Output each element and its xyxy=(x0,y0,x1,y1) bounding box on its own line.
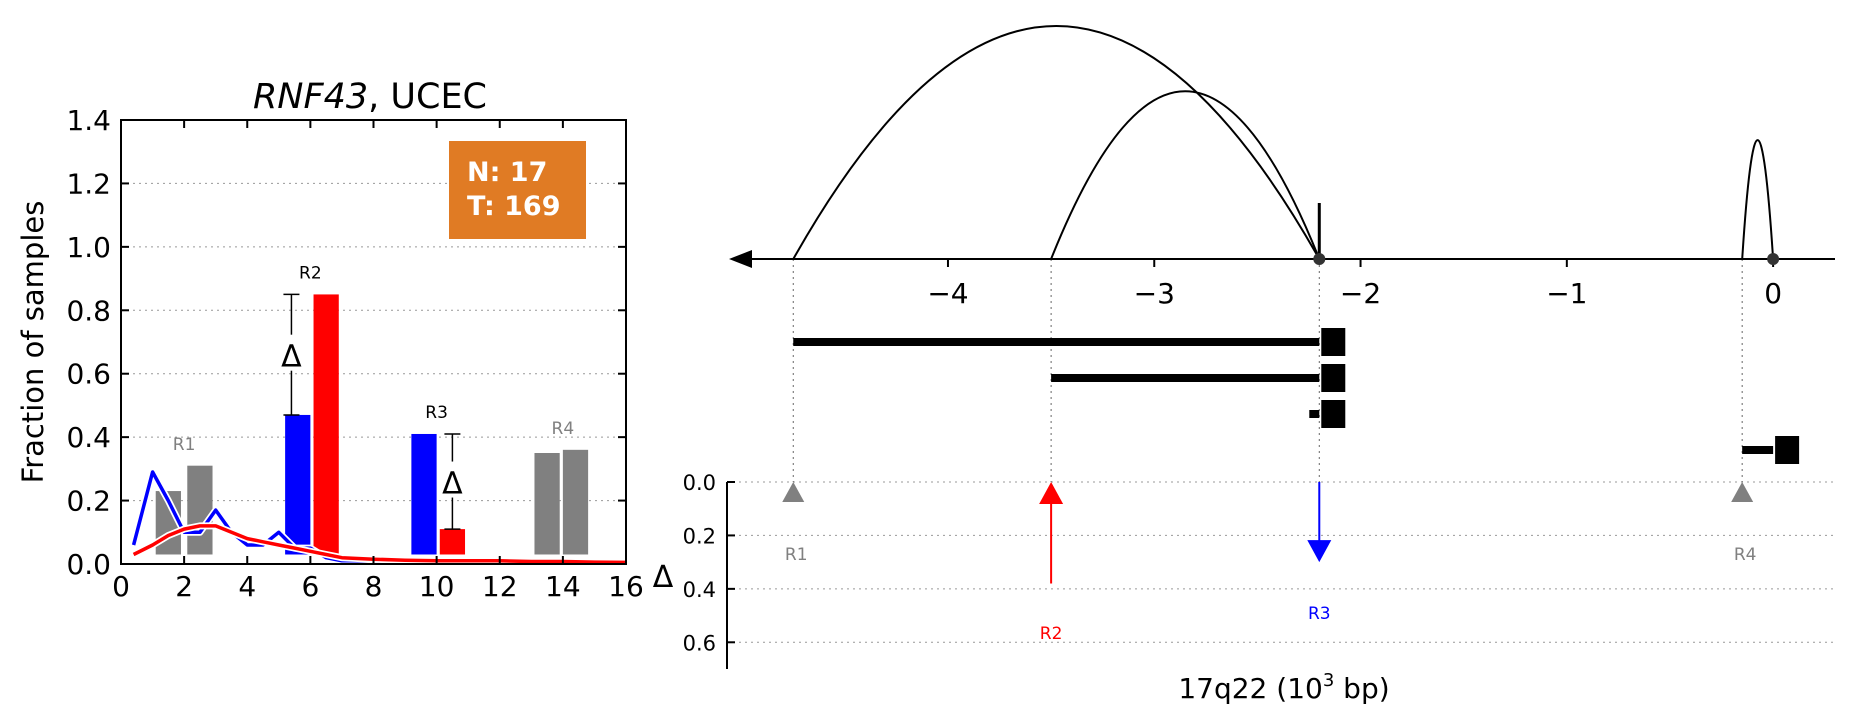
segment-end-block xyxy=(1321,328,1346,356)
left-delta-errorbars: ΔΔ xyxy=(281,293,463,530)
left-chart-title: RNF43, UCEC xyxy=(253,77,487,117)
right-region-markers: R1 R2 R3 R4 xyxy=(782,482,1756,644)
right-segments xyxy=(793,328,1800,464)
left-bars xyxy=(155,294,589,555)
segment-end-block xyxy=(1321,400,1346,428)
delta-symbol: Δ xyxy=(442,467,463,502)
sample-count-badge: N: 17 T: 169 xyxy=(449,141,586,239)
region-marker-r1 xyxy=(782,482,805,502)
right-genomic-chart: −4 −3 −2 −1 0 0.0 0.2 0.4 0.6 Δ R1 R2 R3 R4 17q22 … xyxy=(653,25,1835,705)
left-density-lines xyxy=(130,468,627,566)
right-delta-ticks: 0.0 0.2 0.4 0.6 xyxy=(683,471,735,655)
genomic-tick-label: −4 xyxy=(927,277,968,310)
right-delta-axis-label: Δ xyxy=(653,560,674,595)
region-arrowhead-r3 xyxy=(1307,540,1332,563)
x-tick-label: 8 xyxy=(365,570,383,603)
region-label-r1: R1 xyxy=(785,545,808,565)
badge-box xyxy=(449,141,586,239)
region-label-r4: R4 xyxy=(552,419,575,439)
x-tick-label: 0 xyxy=(112,570,130,603)
region-marker-r4 xyxy=(1731,482,1754,502)
bar-r2-blue xyxy=(285,414,311,555)
x-tick-label: 16 xyxy=(608,570,644,603)
right-x-ticks: −4 −3 −2 −1 0 xyxy=(927,259,1782,310)
title-gene-name: RNF43 xyxy=(253,77,368,117)
segment-end-block xyxy=(1775,436,1800,464)
badge-tumor-count: T: 169 xyxy=(467,191,561,222)
right-x-axis-label: 17q22 (103 bp) xyxy=(1178,670,1389,705)
x-tick-label: 12 xyxy=(482,570,518,603)
region-label-r2: R2 xyxy=(299,264,322,284)
bar-r2-red xyxy=(313,294,339,555)
x-tick-label: 10 xyxy=(419,570,455,603)
red-density-line xyxy=(132,524,627,565)
x-tick-label: 4 xyxy=(238,570,256,603)
y-tick-label: 0.4 xyxy=(66,421,111,454)
breakpoint-dot xyxy=(1767,253,1780,265)
region-label-r1: R1 xyxy=(173,435,196,455)
bar-r3-red xyxy=(439,529,466,555)
delta-tick-label: 0.2 xyxy=(683,524,716,548)
breakpoint-dot xyxy=(1313,253,1326,265)
left-region-labels: R1 R2 R3 R4 xyxy=(173,264,574,455)
y-tick-label: 0.0 xyxy=(66,548,111,581)
axis-direction-arrow xyxy=(729,250,752,268)
breakpoint-arc xyxy=(1050,90,1321,260)
y-tick-label: 0.8 xyxy=(66,294,111,327)
xlabel-main: 17q22 (10 xyxy=(1178,672,1322,705)
y-tick-label: 1.0 xyxy=(66,231,111,264)
y-tick-label: 1.4 xyxy=(66,104,111,137)
region-label-r3: R3 xyxy=(425,403,448,423)
delta-tick-label: 0.4 xyxy=(683,578,716,602)
genomic-tick-label: 0 xyxy=(1764,277,1782,310)
genomic-tick-label: −2 xyxy=(1340,277,1381,310)
right-arcs xyxy=(792,25,1775,260)
region-label-r2: R2 xyxy=(1040,624,1063,644)
region-label-r3: R3 xyxy=(1308,604,1331,624)
x-tick-label: 2 xyxy=(175,570,193,603)
left-axis-ticks: 0.0 0.2 0.4 0.6 0.8 1.0 1.2 1.4 0 2 4 6 8 10 12 14 16 xyxy=(66,104,643,603)
region-label-r4: R4 xyxy=(1734,545,1757,565)
breakpoint-arc xyxy=(1741,139,1775,260)
genomic-tick-label: −1 xyxy=(1546,277,1587,310)
bar-r4-gray xyxy=(534,453,560,555)
delta-tick-label: 0.6 xyxy=(683,631,716,655)
right-delta-gridlines xyxy=(727,481,1835,643)
bar-r1-gray xyxy=(187,465,213,555)
x-tick-label: 14 xyxy=(545,570,581,603)
bar-r4-gray xyxy=(562,449,589,555)
x-tick-label: 6 xyxy=(301,570,319,603)
right-breakpoint-dots xyxy=(1313,253,1780,265)
badge-normal-count: N: 17 xyxy=(467,157,547,188)
delta-symbol: Δ xyxy=(281,340,302,375)
breakpoint-arc xyxy=(792,25,1321,260)
bar-r3-blue xyxy=(411,433,437,555)
region-arrowhead-r2 xyxy=(1039,482,1064,504)
delta-tick-label: 0.0 xyxy=(683,471,716,495)
right-region-guides xyxy=(792,259,1743,482)
y-tick-label: 0.2 xyxy=(66,485,111,518)
title-cancer-type: , UCEC xyxy=(368,77,487,117)
y-tick-label: 0.6 xyxy=(66,358,111,391)
y-tick-label: 1.2 xyxy=(66,167,111,200)
genomic-tick-label: −3 xyxy=(1134,277,1175,310)
xlabel-superscript: 3 xyxy=(1323,670,1334,691)
segment-end-block xyxy=(1321,364,1346,392)
left-y-axis-label: Fraction of samples xyxy=(16,201,50,484)
xlabel-end: bp) xyxy=(1334,672,1389,705)
